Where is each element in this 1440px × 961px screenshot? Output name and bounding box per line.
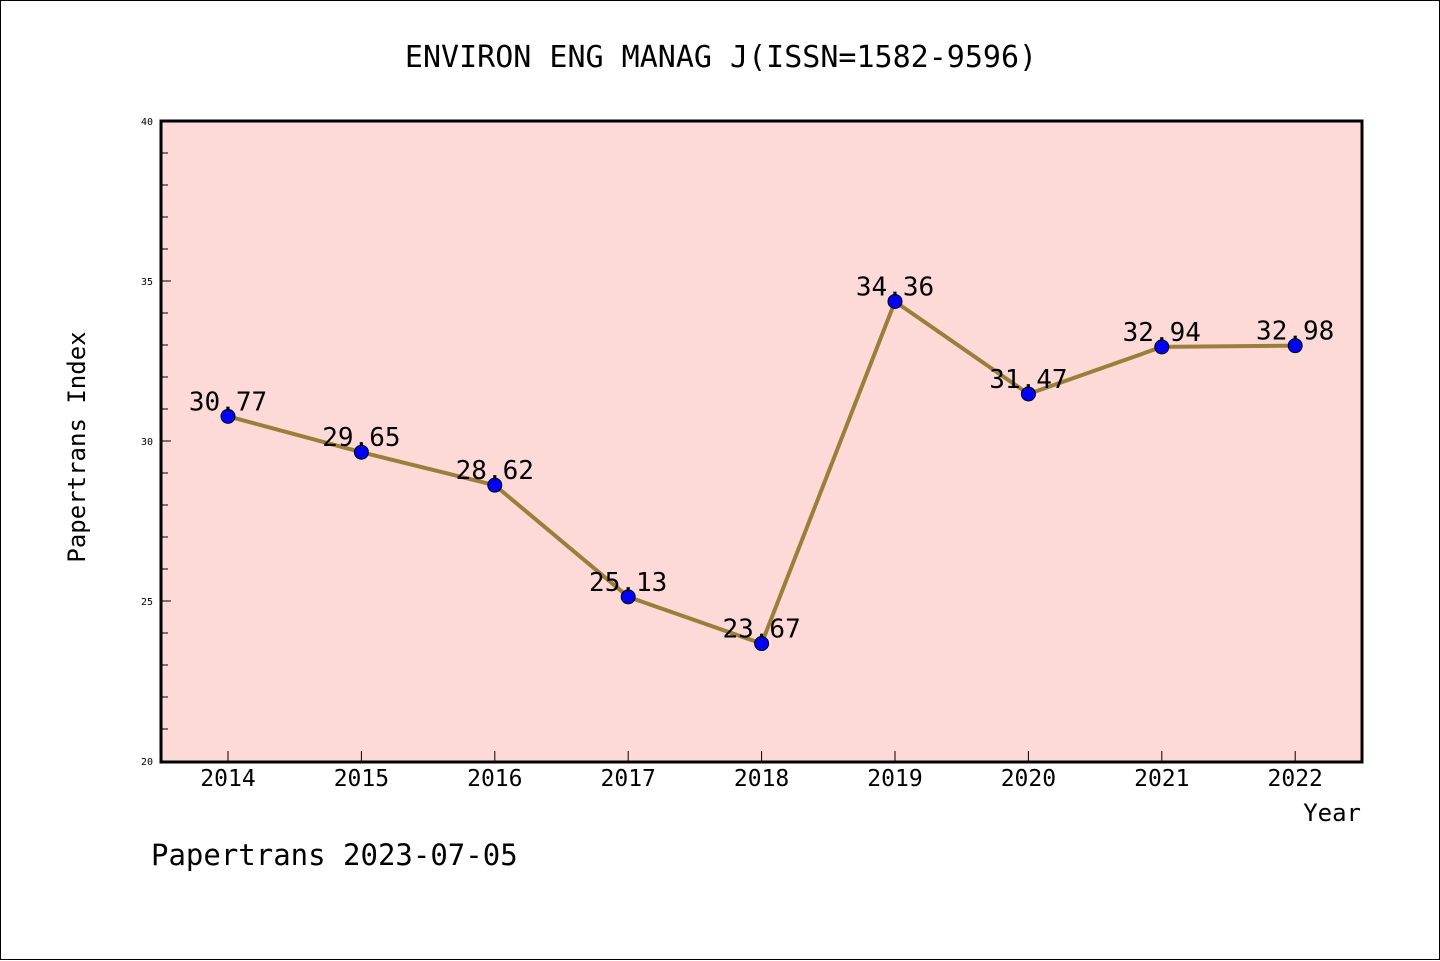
data-label: 28.62 [456,456,534,486]
data-point-marker [1020,386,1036,402]
data-label: 34.36 [856,272,934,302]
y-tick-label: 40 [141,117,153,128]
data-label: 25.13 [589,568,667,598]
y-axis-title: Papertrans Index [63,331,91,562]
data-label: 29.65 [322,423,400,453]
x-tick-label: 2014 [200,766,255,792]
y-tick-label: 30 [141,437,153,448]
data-point-marker [487,477,503,493]
x-tick-label: 2015 [334,766,389,792]
data-point-marker [620,589,636,605]
plot-area [159,119,1364,764]
x-tick-label: 2016 [467,766,522,792]
data-label-group: 30.77 29.65 28.62 25.13 23.67 34.36 31.47 32.94… [189,272,1334,644]
data-label: 32.94 [1123,318,1201,348]
x-tick-label: 2021 [1134,766,1189,792]
x-tick-label: 2020 [1001,766,1056,792]
x-tick-label: 2019 [867,766,922,792]
data-point-marker [220,408,236,424]
data-label: 31.47 [989,365,1067,395]
data-label: 32.98 [1256,317,1334,347]
x-axis: 2014 2015 2016 2017 2018 2019 2020 2021 2022 [200,751,1323,792]
y-axis: 20 25 30 35 40 [141,117,171,768]
x-tick-label: 2018 [734,766,789,792]
data-point-marker [754,636,770,652]
data-point-marker [887,293,903,309]
data-point-marker [1287,338,1303,354]
y-tick-label: 35 [141,277,153,288]
x-axis-title: Year [1303,799,1361,827]
data-point-marker [353,444,369,460]
data-point-marker [1154,339,1170,355]
y-tick-label: 20 [141,757,153,768]
x-tick-label: 2022 [1268,766,1323,792]
data-label: 23.67 [722,615,800,645]
data-label: 30.77 [189,387,267,417]
series-line-group [220,293,1303,652]
footer-credit: Papertrans 2023-07-05 [151,838,518,872]
x-tick-label: 2017 [601,766,656,792]
chart-title: ENVIRON ENG MANAG J(ISSN=1582-9596) [405,40,1037,75]
y-tick-label: 25 [141,597,153,608]
